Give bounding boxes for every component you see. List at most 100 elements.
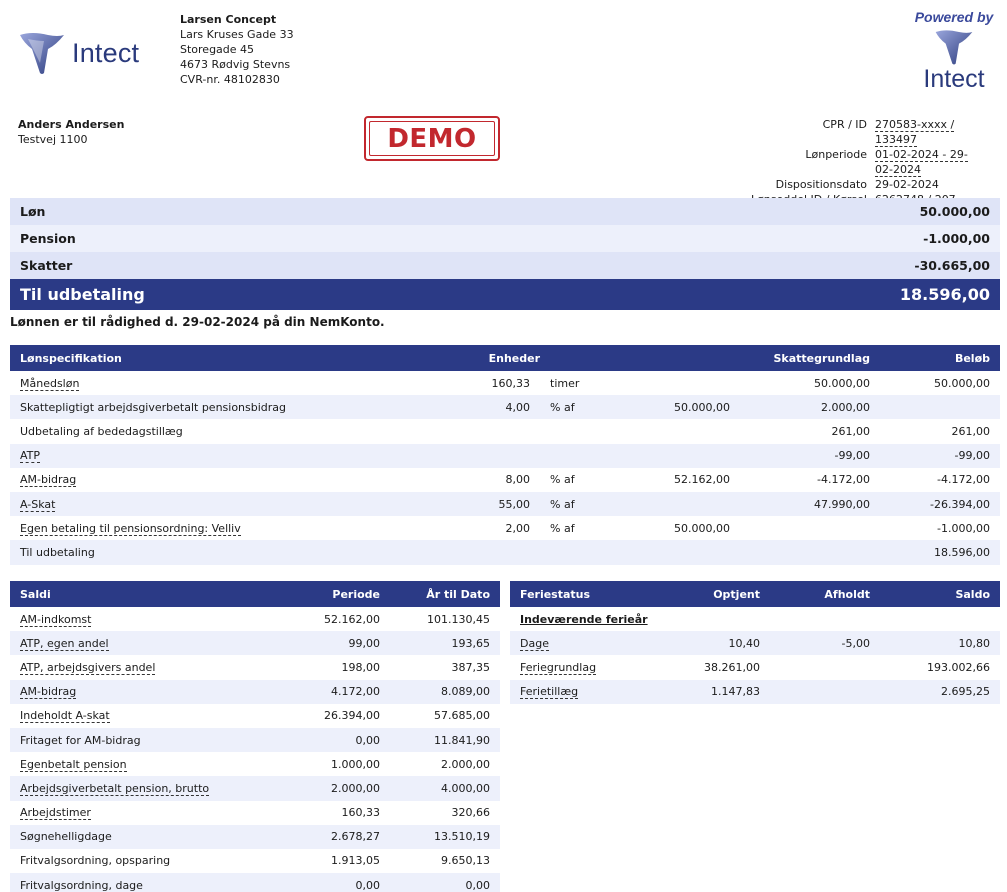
table-row: ATP, egen andel 99,00 193,65 (10, 631, 500, 656)
balance-label: ATP, egen andel (10, 631, 280, 656)
table-row: Til udbetaling 18.596,00 (10, 540, 1000, 565)
summary-label: Til udbetaling (20, 285, 145, 304)
spec-units (390, 443, 540, 468)
summary-value: -30.665,00 (914, 258, 990, 273)
intect-logo-mark-icon (935, 30, 973, 65)
holiday-taken (770, 655, 880, 680)
table-row: Egen betaling til pensionsordning: Velli… (10, 516, 1000, 541)
spec-amount: -4.172,00 (880, 467, 1000, 492)
balance-label: Arbejdsgiverbetalt pension, brutto (10, 776, 280, 801)
spec-description-link[interactable]: Månedsløn (20, 376, 80, 391)
balance-label-link[interactable]: Arbejdsgiverbetalt pension, brutto (20, 781, 210, 796)
spec-rate-base (600, 371, 740, 396)
payment-summary: Løn 50.000,00 Pension -1.000,00 Skatter … (10, 198, 1000, 310)
spec-units: 4,00 (390, 395, 540, 420)
balance-period: 99,00 (280, 631, 390, 656)
spec-description-link[interactable]: A-Skat (20, 497, 56, 512)
balance-label-link[interactable]: AM-bidrag (20, 685, 77, 700)
balance-label: AM-indkomst (10, 607, 280, 632)
table-row: AM-bidrag 8,00% af 52.162,00 -4.172,00 -4.17… (10, 467, 1000, 492)
summary-label: Løn (20, 204, 46, 219)
summary-value: 50.000,00 (919, 204, 990, 219)
balance-period: 26.394,00 (280, 703, 390, 728)
table-row: AM-bidrag 4.172,00 8.089,00 (10, 679, 500, 704)
spec-tax-base: 261,00 (740, 419, 880, 444)
balance-period: 1.913,05 (280, 848, 390, 874)
column-header (540, 345, 600, 371)
table-row: Feriegrundlag 38.261,00 193.002,66 (510, 655, 1000, 680)
holiday-label-link[interactable]: Ferietillæg (520, 685, 579, 700)
spec-rate-base: 50.000,00 (600, 395, 740, 420)
balance-label: Fritaget for AM-bidrag (10, 727, 280, 753)
intect-logo-mark-icon (20, 33, 64, 74)
meta-value-disposition: 29-02-2024 (875, 178, 939, 191)
spec-tax-base: 47.990,00 (740, 491, 880, 517)
balance-label: Fritvalgsordning, opsparing (10, 848, 280, 874)
spec-units: 2,00 (390, 516, 540, 541)
holiday-taken (770, 679, 880, 704)
balance-label-link[interactable]: ATP, arbejdsgivers andel (20, 660, 156, 675)
balance-label-link[interactable]: ATP, egen andel (20, 636, 109, 651)
company-info: Larsen Concept Lars Kruses Gade 33 Store… (180, 12, 294, 87)
balance-label-link[interactable]: Fritvalgsordning, dage (20, 878, 143, 892)
spec-unit-type (540, 443, 600, 468)
spec-description-link[interactable]: ATP (20, 449, 41, 464)
meta-value-period[interactable]: 01-02-2024 - 29-02-2024 (875, 148, 968, 177)
holiday-label: Ferietillæg (510, 679, 660, 704)
holiday-year-subheader[interactable]: Indeværende ferieår (520, 612, 648, 626)
table-row: A-Skat 55,00% af 47.990,00 -26.394,00 (10, 491, 1000, 517)
balance-year-to-date: 387,35 (390, 655, 500, 680)
meta-value-cpr[interactable]: 270583-xxxx / 133497 (875, 118, 955, 147)
table-row: Udbetaling af bededagstillæg 261,00 261,00 (10, 419, 1000, 444)
balance-period: 1.000,00 (280, 752, 390, 777)
company-cvr: CVR-nr. 48102830 (180, 73, 280, 86)
table-row: ATP -99,00 -99,00 (10, 443, 1000, 468)
spec-tax-base: 50.000,00 (740, 371, 880, 396)
spec-description-link[interactable]: Egen betaling til pensionsordning: Velli… (20, 521, 241, 536)
balance-label-link[interactable]: Arbejdstimer (20, 806, 91, 821)
holiday-label-link[interactable]: Feriegrundlag (520, 660, 597, 675)
recipient-name: Anders Andersen (18, 118, 125, 131)
spec-amount (880, 395, 1000, 420)
company-address-line: Lars Kruses Gade 33 (180, 28, 294, 41)
meta-label: CPR / ID (822, 118, 867, 131)
spec-amount: 18.596,00 (880, 540, 1000, 565)
balance-label-link[interactable]: Indeholdt A-skat (20, 709, 110, 724)
balance-label-link[interactable]: AM-indkomst (20, 612, 92, 627)
summary-value: -1.000,00 (923, 231, 990, 246)
holiday-label: Dage (510, 631, 660, 656)
table-row: AM-indkomst 52.162,00 101.130,45 (10, 607, 500, 632)
spec-rate-base: 52.162,00 (600, 467, 740, 492)
balance-year-to-date: 193,65 (390, 631, 500, 656)
balance-period: 160,33 (280, 800, 390, 825)
holiday-earned: 1.147,83 (660, 679, 770, 704)
holiday-label: Feriegrundlag (510, 655, 660, 680)
summary-value: 18.596,00 (899, 285, 990, 304)
holiday-taken: -5,00 (770, 631, 880, 656)
table-row: Månedsløn 160,33 timer 50.000,00 50.000,00 (10, 371, 1000, 396)
table-row: Skattepligtigt arbejdsgiverbetalt pensio… (10, 395, 1000, 420)
holiday-balance: 2.695,25 (880, 679, 1000, 704)
balance-label-link[interactable]: Egenbetalt pension (20, 757, 127, 772)
spec-rate-base (600, 491, 740, 517)
holiday-label-link[interactable]: Dage (520, 636, 549, 651)
spec-description-link[interactable]: AM-bidrag (20, 473, 77, 488)
intect-logo: Intect (18, 28, 158, 78)
powered-logo-wordmark: Intect (923, 65, 985, 93)
balance-period: 52.162,00 (280, 607, 390, 632)
column-header: Periode (280, 581, 390, 607)
spec-rate-base (600, 540, 740, 565)
summary-row-taxes: Skatter -30.665,00 (10, 252, 1000, 279)
availability-note: Lønnen er til rådighed d. 29-02-2024 på … (10, 315, 385, 329)
balances-table: Saldi Periode År til Dato AM-indkomst 52.… (10, 581, 500, 892)
table-row: ATP, arbejdsgivers andel 198,00 387,35 (10, 655, 500, 680)
powered-by-logo: Powered by Intect (909, 9, 999, 94)
summary-label: Skatter (20, 258, 73, 273)
balance-label: Indeholdt A-skat (10, 703, 280, 728)
holiday-balance: 193.002,66 (880, 655, 1000, 680)
column-header: Saldi (10, 581, 280, 607)
spec-tax-base: -4.172,00 (740, 467, 880, 492)
balance-period: 2.000,00 (280, 776, 390, 801)
balance-year-to-date: 320,66 (390, 800, 500, 825)
spec-units: 8,00 (390, 467, 540, 492)
